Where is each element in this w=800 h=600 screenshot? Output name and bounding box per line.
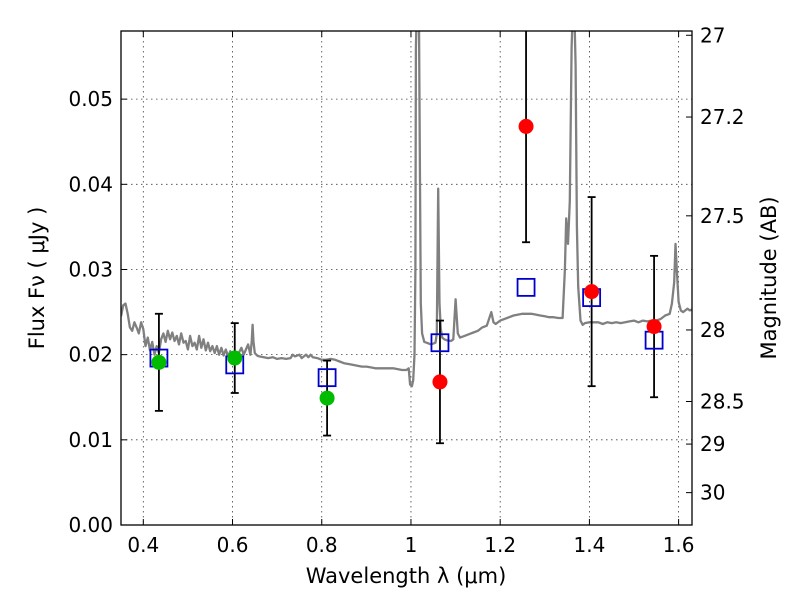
optical-flux-point xyxy=(227,350,243,366)
x-tick-label: 1.4 xyxy=(573,533,605,557)
template-spectrum-line xyxy=(121,31,692,388)
optical-flux-point xyxy=(319,390,335,406)
y-tick-label: 0.00 xyxy=(68,513,113,537)
x-tick-label: 0.4 xyxy=(127,533,159,557)
model-square-point xyxy=(516,277,536,297)
y2-tick-label: 28.5 xyxy=(700,390,745,414)
y2-tick-label: 29 xyxy=(700,432,725,456)
nir-flux-point xyxy=(518,118,534,134)
y2-tick-label: 28 xyxy=(700,318,725,342)
optical-flux-point xyxy=(151,354,167,370)
x-tick-label: 0.6 xyxy=(217,533,249,557)
y-tick-label: 0.04 xyxy=(68,172,113,196)
y-tick-label: 0.01 xyxy=(68,428,113,452)
y-axis: 0.00 0.01 0.02 0.03 0.04 0.05 xyxy=(68,87,127,537)
x-tick-label: 0.8 xyxy=(306,533,338,557)
y2-tick-label: 30 xyxy=(700,481,725,505)
grid xyxy=(121,31,692,525)
plot-area xyxy=(121,31,692,525)
y-tick-label: 0.03 xyxy=(68,257,113,281)
x-tick-label: 1.6 xyxy=(663,533,695,557)
nir-flux-point xyxy=(432,374,448,390)
x-axis: 0.4 0.6 0.8 1 1.2 1.4 1.6 xyxy=(127,31,695,557)
plot-layer xyxy=(121,31,692,445)
nir-flux-point xyxy=(584,284,600,300)
nir-flux-point xyxy=(646,319,662,335)
x-tick-label: 1.2 xyxy=(484,533,516,557)
x-tick-label: 1 xyxy=(405,533,418,557)
model-square-point xyxy=(317,368,337,388)
plot-frame xyxy=(120,30,693,526)
y-tick-label: 0.05 xyxy=(68,87,113,111)
y-axis-label: Flux Fν ( μJy ) xyxy=(25,207,49,350)
y2-tick-label: 27 xyxy=(700,23,725,47)
y2-tick-label: 27.2 xyxy=(700,105,745,129)
model-square-point xyxy=(430,333,450,353)
y-tick-label: 0.02 xyxy=(68,343,113,367)
y2-axis-label: Magnitude (AB) xyxy=(757,196,781,359)
y2-tick-label: 27.5 xyxy=(700,204,745,228)
x-axis-label: Wavelength λ (μm) xyxy=(306,564,507,588)
y2-axis-magnitude: 27 27.2 27.5 28 28.5 29 30 xyxy=(686,23,745,505)
